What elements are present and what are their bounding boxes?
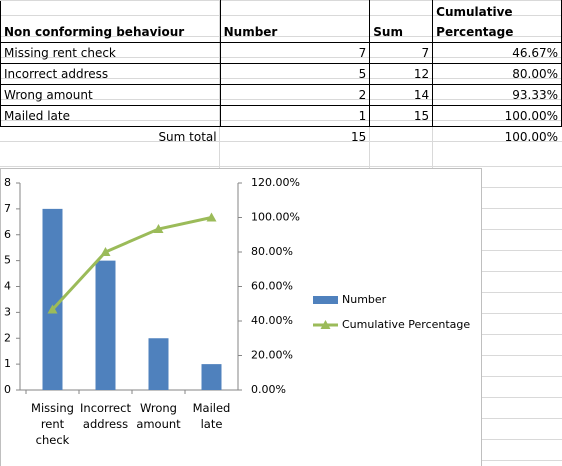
cell: 7 bbox=[219, 42, 371, 64]
data-row: Incorrect address 5 12 80.00% bbox=[0, 63, 562, 85]
marker bbox=[206, 212, 217, 222]
line bbox=[51, 216, 212, 311]
cell: 1 bbox=[219, 105, 371, 127]
y-tick-label: 4 bbox=[4, 280, 11, 293]
chart-area bbox=[0, 168, 482, 466]
data-row: Missing rent check 7 7 46.67% bbox=[0, 42, 562, 64]
header-cell: Number bbox=[219, 0, 371, 43]
bar bbox=[42, 208, 63, 390]
cell: 100.00% bbox=[432, 105, 562, 127]
marker bbox=[47, 304, 58, 314]
cell: 2 bbox=[219, 84, 371, 106]
cell: 5 bbox=[219, 63, 371, 85]
x-tick-label: Missing rent check bbox=[31, 401, 74, 447]
marker bbox=[100, 247, 111, 256]
x-tick-label: Incorrect address bbox=[80, 401, 131, 431]
y-tick-label: 5 bbox=[4, 254, 11, 267]
cell: 12 bbox=[369, 63, 434, 85]
cell: 15 bbox=[369, 105, 434, 127]
empty-cell bbox=[370, 127, 433, 148]
cell: 93.33% bbox=[432, 84, 562, 106]
cell: Missing rent check bbox=[0, 42, 221, 64]
y2-tick-label: 20.00% bbox=[251, 349, 293, 362]
x-tick-label: Wrong amount bbox=[136, 401, 181, 431]
y2-tick-label: 40.00% bbox=[251, 314, 293, 327]
header-cell: Cumulative Percentage bbox=[432, 0, 562, 43]
data-row: Mailed late 1 15 100.00% bbox=[0, 105, 562, 127]
cell: 7 bbox=[369, 42, 434, 64]
cell: Mailed late bbox=[0, 105, 221, 127]
y-tick-label: 8 bbox=[4, 176, 11, 189]
total-row: Sum total 15 100.00% bbox=[1, 127, 562, 148]
y-tick-label: 0 bbox=[4, 383, 11, 396]
legend-label: Cumulative Percentage bbox=[342, 318, 470, 331]
y2-tick-label: 120.00% bbox=[251, 176, 300, 189]
cell: 80.00% bbox=[432, 63, 562, 85]
chart: 0123456780.00%20.00%40.00%60.00%80.00%10… bbox=[0, 168, 482, 466]
y2-tick-label: 100.00% bbox=[251, 211, 300, 224]
marker bbox=[153, 224, 164, 234]
header-cell: Non conforming behaviour bbox=[0, 0, 221, 43]
bar bbox=[201, 364, 222, 390]
y2-tick-label: 0.00% bbox=[251, 383, 286, 396]
cell: 14 bbox=[369, 84, 434, 106]
data-row: Wrong amount 2 14 93.33% bbox=[0, 84, 562, 106]
total-percentage: 100.00% bbox=[504, 130, 558, 144]
bar bbox=[95, 260, 116, 390]
bar bbox=[148, 338, 169, 390]
cell: 46.67% bbox=[432, 42, 562, 64]
x-tick-label: Mailed late bbox=[192, 401, 231, 431]
total-number: 15 bbox=[350, 130, 367, 144]
y2-tick-label: 60.00% bbox=[251, 280, 293, 293]
cell: Incorrect address bbox=[0, 63, 221, 85]
legend-swatch bbox=[313, 296, 338, 304]
legend-label: Number bbox=[342, 293, 387, 306]
y-tick-label: 6 bbox=[4, 228, 11, 241]
legend-marker bbox=[320, 320, 331, 329]
header-cell: Sum bbox=[369, 0, 434, 43]
total-label: Sum total bbox=[158, 130, 217, 144]
cell: Wrong amount bbox=[0, 84, 221, 106]
y2-tick-label: 80.00% bbox=[251, 245, 293, 258]
header-row: Non conforming behaviour Number Sum Cumulat… bbox=[0, 0, 562, 43]
data-table: Non conforming behaviour Number Sum Cumulat… bbox=[0, 0, 562, 148]
y-tick-label: 1 bbox=[4, 357, 11, 370]
y-tick-label: 7 bbox=[4, 202, 11, 215]
y-tick-label: 3 bbox=[4, 305, 11, 318]
y-tick-label: 2 bbox=[4, 331, 11, 344]
